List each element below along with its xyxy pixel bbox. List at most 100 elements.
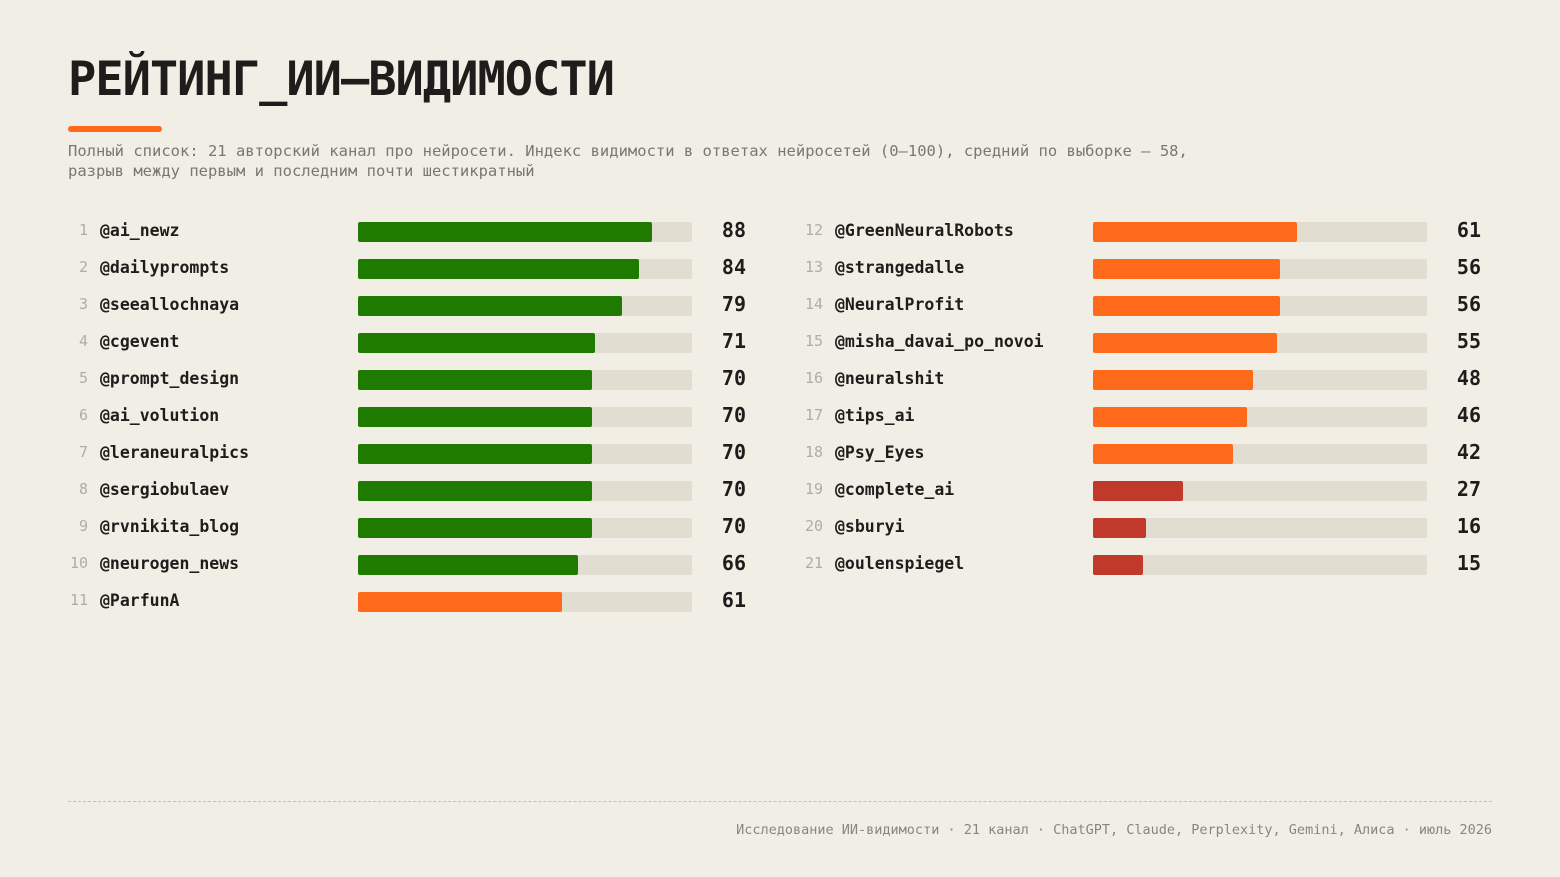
- ranking-row: 3 @seeallochnaya 79: [58, 286, 758, 323]
- channel-handle: @seeallochnaya: [100, 295, 240, 314]
- bar-fill: [1093, 370, 1254, 390]
- bar-fill: [1093, 407, 1247, 427]
- ranking-row: 7 @leraneuralpics 70: [58, 434, 758, 471]
- ranking-row: 11 @ParfunA 61: [58, 582, 758, 619]
- bar-fill: [1093, 444, 1234, 464]
- bar-track: [358, 296, 692, 316]
- bar-track: [1093, 518, 1427, 538]
- footer-divider: [68, 801, 1492, 802]
- channel-handle: @NeuralProfit: [835, 295, 965, 314]
- value-label: 27: [1456, 477, 1481, 501]
- bar-track: [1093, 370, 1427, 390]
- rank-number: 6: [78, 406, 88, 424]
- rank-number: 14: [804, 295, 823, 313]
- value-label: 61: [721, 588, 746, 612]
- channel-handle: @misha_davai_po_novoi: [835, 332, 1044, 351]
- bar-fill: [358, 481, 592, 501]
- bar-fill: [358, 518, 592, 538]
- channel-handle: @ParfunA: [100, 591, 180, 610]
- bar-fill: [1093, 555, 1144, 575]
- rank-number: 4: [78, 332, 88, 350]
- ranking-row: 14 @NeuralProfit 56: [793, 286, 1493, 323]
- ranking-row: 20 @sburyi 16: [793, 508, 1493, 545]
- ranking-row: 2 @dailyprompts 84: [58, 249, 758, 286]
- bar-track: [358, 370, 692, 390]
- rank-number: 17: [804, 406, 823, 424]
- value-label: 56: [1456, 292, 1481, 316]
- bar-fill: [358, 555, 579, 575]
- bar-fill: [1093, 481, 1184, 501]
- value-label: 70: [721, 403, 746, 427]
- value-label: 42: [1456, 440, 1481, 464]
- bar-track: [358, 481, 692, 501]
- ranking-row: 10 @neurogen_news 66: [58, 545, 758, 582]
- bar-fill: [358, 370, 592, 390]
- bar-fill: [358, 407, 592, 427]
- bar-track: [1093, 259, 1427, 279]
- bar-fill: [358, 592, 562, 612]
- ranking-row: 13 @strangedalle 56: [793, 249, 1493, 286]
- bar-track: [1093, 222, 1427, 242]
- bar-track: [358, 222, 692, 242]
- rank-number: 19: [804, 480, 823, 498]
- bar-track: [358, 518, 692, 538]
- page-subtitle: Полный список: 21 авторский канал про не…: [68, 142, 1188, 180]
- channel-handle: @complete_ai: [835, 480, 955, 499]
- channel-handle: @strangedalle: [835, 258, 965, 277]
- value-label: 70: [721, 477, 746, 501]
- value-label: 56: [1456, 255, 1481, 279]
- rank-number: 15: [804, 332, 823, 350]
- ranking-row: 1 @ai_newz 88: [58, 212, 758, 249]
- value-label: 15: [1456, 551, 1481, 575]
- channel-handle: @prompt_design: [100, 369, 240, 388]
- value-label: 61: [1456, 218, 1481, 242]
- rank-number: 20: [804, 517, 823, 535]
- bar-fill: [358, 444, 592, 464]
- accent-bar: [68, 126, 162, 132]
- rank-number: 10: [69, 554, 88, 572]
- ranking-row: 19 @complete_ai 27: [793, 471, 1493, 508]
- ranking-row: 4 @cgevent 71: [58, 323, 758, 360]
- bar-fill: [1093, 259, 1281, 279]
- bar-track: [1093, 481, 1427, 501]
- page-title: РЕЙТИНГ_ИИ–ВИДИМОСТИ: [68, 52, 615, 107]
- ranking-row: 5 @prompt_design 70: [58, 360, 758, 397]
- value-label: 84: [721, 255, 746, 279]
- value-label: 46: [1456, 403, 1481, 427]
- rank-number: 8: [78, 480, 88, 498]
- rank-number: 3: [78, 295, 88, 313]
- bar-track: [358, 555, 692, 575]
- channel-handle: @tips_ai: [835, 406, 915, 425]
- rank-number: 11: [69, 591, 88, 609]
- bar-fill: [358, 259, 639, 279]
- bar-track: [358, 333, 692, 353]
- rank-number: 7: [78, 443, 88, 461]
- bar-fill: [358, 333, 596, 353]
- ranking-row: 12 @GreenNeuralRobots 61: [793, 212, 1493, 249]
- value-label: 48: [1456, 366, 1481, 390]
- rank-number: 5: [78, 369, 88, 387]
- bar-track: [1093, 555, 1427, 575]
- value-label: 70: [721, 440, 746, 464]
- rank-number: 2: [78, 258, 88, 276]
- value-label: 70: [721, 366, 746, 390]
- bar-fill: [358, 222, 652, 242]
- rank-number: 12: [804, 221, 823, 239]
- rank-number: 9: [78, 517, 88, 535]
- bar-track: [358, 259, 692, 279]
- value-label: 88: [721, 218, 746, 242]
- rank-number: 18: [804, 443, 823, 461]
- channel-handle: @neuralshit: [835, 369, 945, 388]
- bar-fill: [1093, 296, 1281, 316]
- channel-handle: @cgevent: [100, 332, 180, 351]
- channel-handle: @rvnikita_blog: [100, 517, 240, 536]
- bar-track: [1093, 333, 1427, 353]
- channel-handle: @GreenNeuralRobots: [835, 221, 1014, 240]
- rank-number: 16: [804, 369, 823, 387]
- rank-number: 13: [804, 258, 823, 276]
- rank-number: 21: [804, 554, 823, 572]
- footer-note: Исследование ИИ-видимости · 21 канал · C…: [736, 822, 1492, 838]
- bar-track: [358, 444, 692, 464]
- bar-fill: [1093, 333, 1277, 353]
- bar-fill: [1093, 518, 1147, 538]
